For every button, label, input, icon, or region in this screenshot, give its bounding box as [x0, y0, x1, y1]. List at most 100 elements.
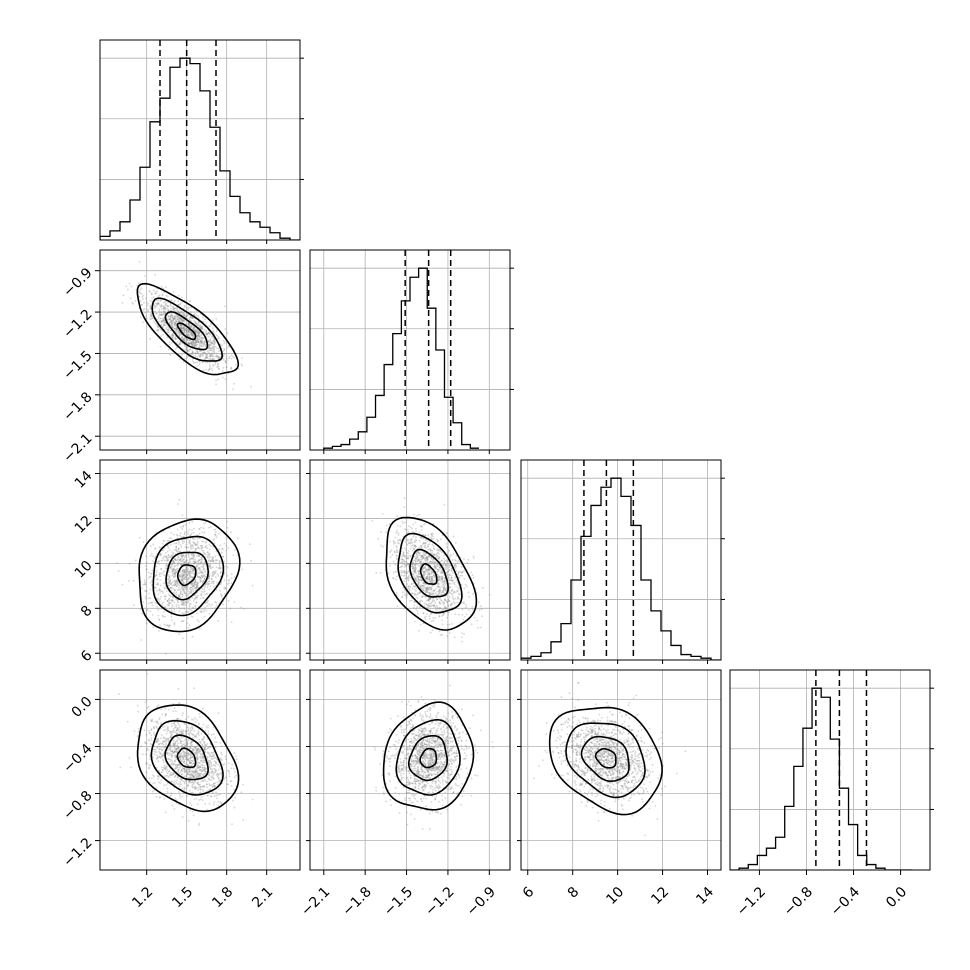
scatter-point — [171, 571, 173, 573]
scatter-point — [168, 316, 170, 318]
scatter-point — [199, 342, 201, 344]
scatter-point — [174, 764, 177, 767]
scatter-point — [203, 759, 206, 762]
scatter-point — [192, 342, 195, 345]
scatter-point — [241, 357, 244, 359]
scatter-point — [207, 347, 210, 350]
scatter-point — [399, 538, 401, 541]
contour-line — [419, 562, 438, 586]
scatter-point — [180, 311, 182, 314]
scatter-point — [197, 581, 199, 584]
scatter-point — [428, 567, 430, 569]
scatter-point — [454, 562, 457, 565]
scatter-point — [413, 564, 416, 567]
scatter-point — [183, 328, 186, 331]
scatter-point — [157, 582, 159, 584]
scatter-point — [184, 546, 187, 548]
scatter-point — [203, 577, 206, 580]
scatter-point — [145, 555, 148, 558]
scatter-point — [458, 576, 461, 579]
scatter-point — [180, 318, 183, 321]
scatter-point — [447, 571, 449, 573]
scatter-point — [184, 554, 187, 557]
scatter-point — [190, 311, 193, 314]
scatter-point — [182, 338, 185, 341]
scatter-point — [202, 574, 205, 577]
scatter-point — [183, 775, 186, 777]
scatter-point — [192, 607, 195, 609]
scatter-point — [194, 562, 197, 564]
scatter-point — [402, 522, 404, 525]
scatter-point — [189, 753, 192, 755]
scatter-point — [438, 601, 441, 604]
scatter-point — [154, 273, 157, 276]
scatter-point — [400, 565, 403, 568]
scatter-point — [177, 334, 180, 337]
scatter-point — [210, 526, 212, 528]
scatter-point — [187, 568, 189, 571]
scatter-point — [157, 560, 160, 563]
scatter-point — [200, 593, 203, 596]
scatter-point — [163, 312, 166, 315]
scatter-point — [440, 607, 442, 610]
scatter-point — [157, 329, 160, 332]
scatter-point — [191, 544, 194, 546]
scatter-point — [170, 564, 173, 566]
scatter-point — [201, 325, 204, 328]
scatter-point — [226, 520, 229, 523]
scatter-point — [179, 588, 182, 591]
scatter-point — [461, 640, 463, 643]
scatter-point — [434, 576, 437, 579]
scatter-point — [443, 579, 446, 582]
scatter-point — [181, 320, 184, 322]
scatter-point — [203, 575, 206, 578]
scatter-point — [453, 564, 456, 567]
scatter-point — [212, 365, 215, 367]
scatter-point — [203, 522, 206, 525]
scatter-point — [202, 566, 204, 569]
scatter-point — [211, 358, 214, 360]
scatter-point — [205, 544, 208, 547]
scatter-point — [411, 562, 413, 565]
scatter-point — [431, 604, 434, 606]
scatter-point — [174, 322, 177, 325]
scatter-point — [185, 566, 188, 569]
scatter-point — [182, 572, 185, 575]
scatter-point — [181, 767, 184, 770]
scatter-point — [203, 768, 206, 770]
scatter-point — [394, 536, 397, 539]
scatter-point — [200, 526, 202, 529]
scatter-point — [177, 563, 180, 566]
scatter-point — [179, 607, 182, 610]
scatter-point — [186, 595, 189, 597]
scatter-point — [210, 734, 213, 736]
scatter-point — [407, 562, 409, 565]
scatter-point — [200, 333, 203, 336]
scatter-point — [448, 573, 451, 576]
scatter-point — [201, 796, 203, 798]
panel-border — [309, 459, 511, 661]
scatter-point — [410, 599, 413, 602]
scatter-point — [403, 497, 406, 499]
scatter-point — [197, 341, 200, 344]
scatter-point — [431, 585, 434, 587]
scatter-point — [215, 330, 218, 333]
scatter-point — [204, 561, 206, 564]
scatter-point — [214, 571, 217, 574]
scatter-point — [192, 590, 195, 592]
scatter-point — [177, 606, 180, 609]
scatter-point — [415, 572, 417, 574]
scatter-point — [445, 608, 447, 610]
scatter-point — [172, 560, 175, 563]
scatter-point — [433, 573, 435, 576]
scatter-point — [224, 361, 227, 363]
scatter-point — [192, 561, 195, 563]
scatter-point — [191, 725, 193, 728]
scatter-point — [181, 337, 183, 340]
scatter-point — [175, 580, 178, 582]
scatter-point — [149, 300, 152, 302]
scatter-point — [194, 544, 197, 546]
scatter-point — [195, 595, 198, 598]
scatter-point — [212, 364, 214, 366]
scatter-point — [161, 320, 164, 322]
